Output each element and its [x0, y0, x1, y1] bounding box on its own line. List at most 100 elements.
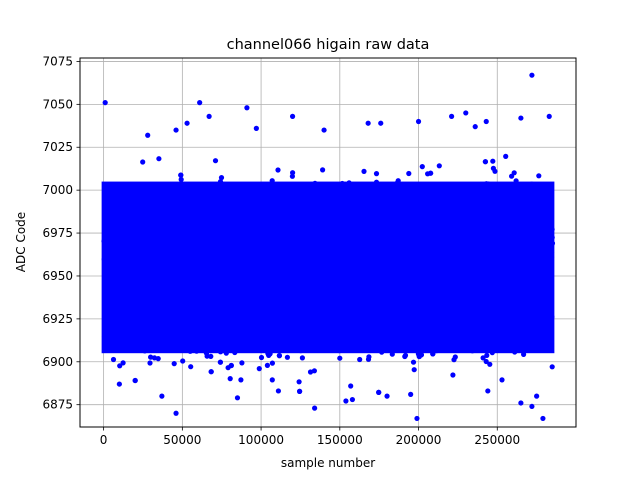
data-point	[211, 227, 217, 233]
data-point	[438, 238, 444, 244]
data-point	[328, 287, 334, 293]
data-point	[330, 275, 336, 281]
data-point	[170, 318, 176, 325]
data-point	[445, 260, 451, 266]
data-point	[369, 295, 375, 302]
data-point	[310, 183, 316, 189]
data-point	[329, 307, 335, 313]
data-point	[360, 234, 366, 241]
data-point	[208, 319, 214, 325]
data-point	[188, 217, 194, 223]
data-point	[477, 298, 483, 304]
data-point	[116, 235, 122, 241]
data-point	[434, 200, 440, 206]
data-point	[439, 260, 445, 266]
data-point	[513, 178, 519, 184]
data-point	[454, 247, 461, 253]
data-point	[225, 188, 231, 194]
data-point	[276, 298, 282, 304]
data-point	[208, 369, 214, 375]
data-point	[112, 306, 118, 312]
data-point	[408, 304, 414, 310]
data-point	[154, 259, 160, 265]
data-point	[434, 311, 440, 317]
data-point	[292, 253, 298, 260]
data-point	[301, 296, 308, 302]
data-point	[476, 304, 482, 311]
data-point	[250, 343, 256, 349]
data-point	[450, 372, 456, 378]
data-point	[122, 248, 128, 254]
data-point	[269, 178, 275, 184]
data-point	[296, 379, 302, 385]
data-point	[118, 278, 124, 284]
data-point	[348, 383, 354, 389]
data-point	[132, 322, 138, 328]
data-point	[217, 209, 223, 215]
data-point	[152, 338, 158, 344]
data-point	[307, 244, 313, 250]
data-point	[430, 351, 436, 357]
data-point	[284, 232, 290, 238]
data-point	[257, 276, 263, 282]
data-point	[501, 206, 507, 212]
data-point	[130, 326, 136, 332]
data-point	[275, 167, 281, 173]
data-point	[231, 184, 237, 190]
data-point	[539, 259, 545, 265]
data-point	[179, 308, 185, 314]
data-point	[498, 192, 504, 198]
data-point	[436, 163, 442, 169]
data-point	[202, 277, 208, 283]
data-point	[187, 226, 193, 232]
data-point	[140, 221, 147, 227]
data-point	[319, 210, 325, 216]
data-point	[392, 275, 398, 282]
data-point	[433, 321, 439, 327]
data-point	[293, 246, 299, 252]
data-point	[196, 340, 202, 346]
data-point	[301, 242, 307, 248]
data-point	[445, 331, 451, 337]
data-point	[289, 214, 295, 220]
data-point	[133, 216, 139, 222]
data-point	[501, 248, 507, 254]
data-point	[349, 247, 355, 253]
data-point	[137, 298, 143, 304]
data-point	[202, 238, 208, 244]
data-point	[376, 389, 382, 395]
data-point	[118, 266, 124, 272]
data-point	[463, 331, 469, 337]
data-point	[108, 253, 114, 260]
data-point	[305, 272, 311, 278]
data-point	[327, 267, 333, 273]
data-point	[395, 178, 401, 184]
data-point	[145, 236, 151, 242]
data-point	[541, 206, 548, 212]
data-point	[417, 187, 423, 193]
data-point	[509, 297, 515, 303]
data-point	[254, 233, 260, 239]
data-point	[316, 329, 322, 335]
data-point	[472, 267, 478, 273]
data-point	[480, 258, 487, 264]
data-point	[341, 212, 347, 218]
data-point	[346, 270, 352, 276]
data-point	[275, 229, 281, 235]
data-point	[310, 236, 316, 242]
data-point	[107, 195, 113, 201]
data-point	[533, 268, 540, 274]
data-point	[513, 285, 519, 291]
data-point	[173, 286, 179, 292]
data-point	[500, 327, 506, 333]
data-point	[467, 299, 473, 305]
data-point	[359, 248, 365, 254]
data-point	[398, 288, 404, 294]
data-point	[402, 246, 408, 252]
data-point	[542, 283, 548, 290]
data-point	[236, 234, 242, 240]
data-point	[519, 208, 525, 214]
data-point	[333, 329, 339, 335]
data-point	[209, 188, 216, 194]
data-point	[480, 294, 486, 300]
